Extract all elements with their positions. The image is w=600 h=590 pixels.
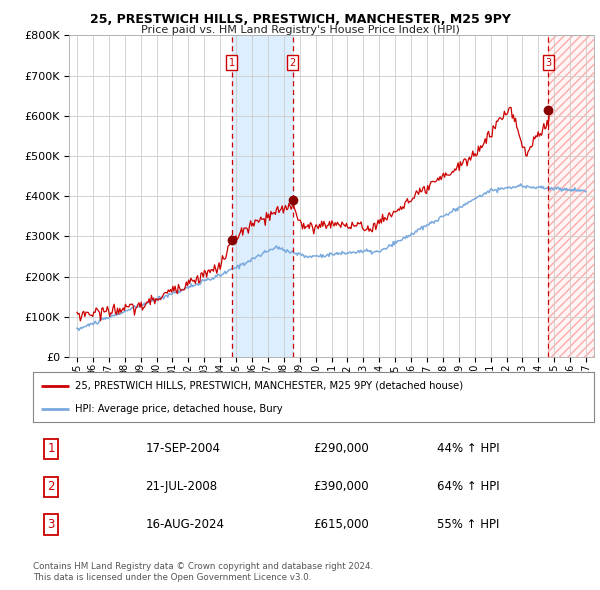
Text: £615,000: £615,000: [314, 518, 369, 531]
Text: 1: 1: [47, 442, 55, 455]
Text: Contains HM Land Registry data © Crown copyright and database right 2024.: Contains HM Land Registry data © Crown c…: [33, 562, 373, 571]
Bar: [232, 35, 293, 357]
Text: HPI: Average price, detached house, Bury: HPI: Average price, detached house, Bury: [75, 404, 283, 414]
Bar: [548, 35, 594, 357]
Text: 25, PRESTWICH HILLS, PRESTWICH, MANCHESTER, M25 9PY: 25, PRESTWICH HILLS, PRESTWICH, MANCHEST…: [89, 13, 511, 26]
Text: 3: 3: [545, 58, 551, 68]
Text: Price paid vs. HM Land Registry's House Price Index (HPI): Price paid vs. HM Land Registry's House …: [140, 25, 460, 35]
Text: 25, PRESTWICH HILLS, PRESTWICH, MANCHESTER, M25 9PY (detached house): 25, PRESTWICH HILLS, PRESTWICH, MANCHEST…: [75, 381, 463, 391]
Text: 3: 3: [47, 518, 55, 531]
Text: This data is licensed under the Open Government Licence v3.0.: This data is licensed under the Open Gov…: [33, 573, 311, 582]
Text: 2: 2: [47, 480, 55, 493]
Text: 17-SEP-2004: 17-SEP-2004: [145, 442, 220, 455]
Text: 44% ↑ HPI: 44% ↑ HPI: [437, 442, 500, 455]
Text: 64% ↑ HPI: 64% ↑ HPI: [437, 480, 500, 493]
Text: 21-JUL-2008: 21-JUL-2008: [145, 480, 217, 493]
Text: 16-AUG-2024: 16-AUG-2024: [145, 518, 224, 531]
Text: 2: 2: [289, 58, 296, 68]
Text: 1: 1: [229, 58, 235, 68]
Text: £390,000: £390,000: [314, 480, 369, 493]
Text: £290,000: £290,000: [314, 442, 369, 455]
Text: 55% ↑ HPI: 55% ↑ HPI: [437, 518, 499, 531]
